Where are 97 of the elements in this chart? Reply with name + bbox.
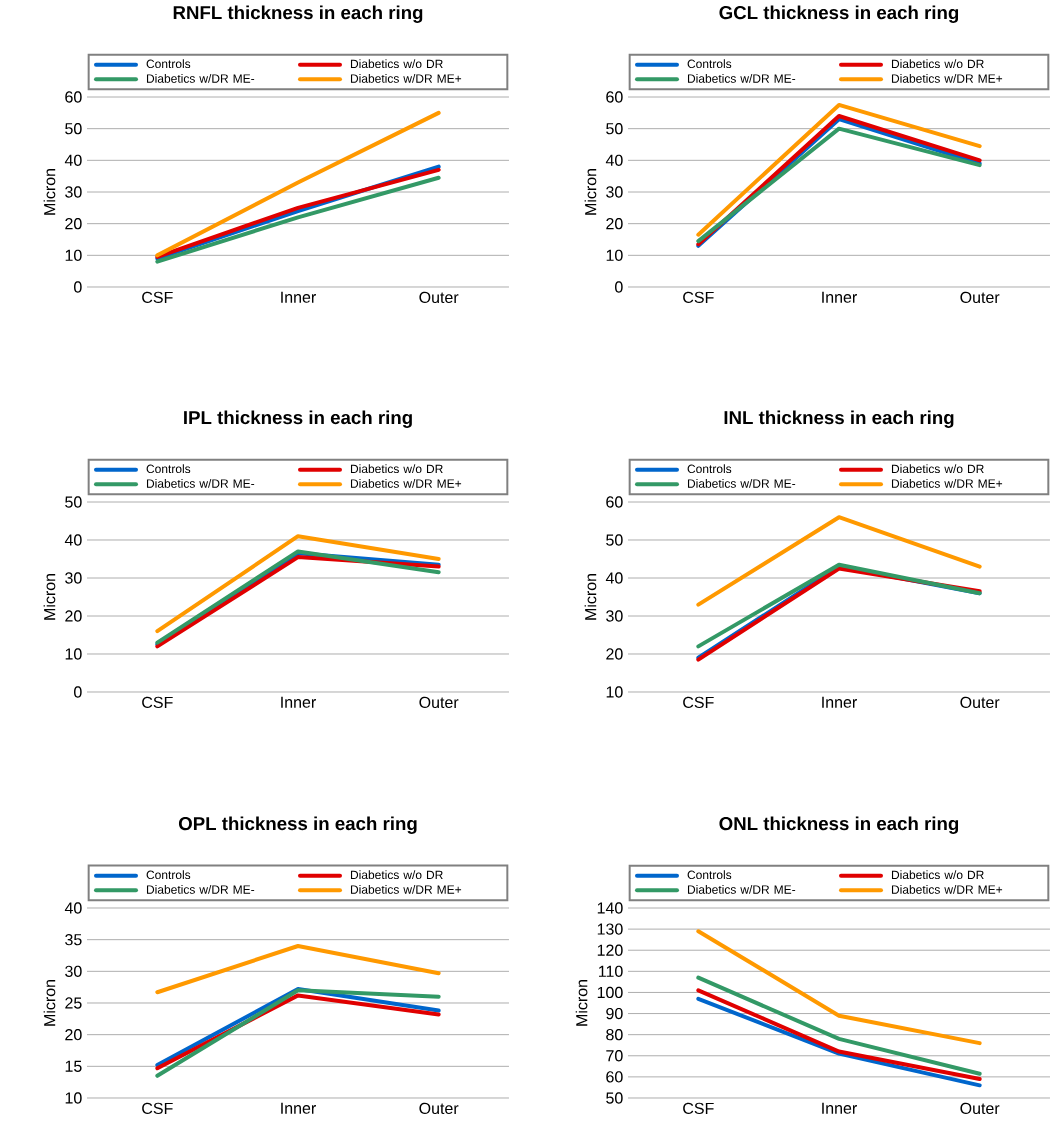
legend-label: Controls: [146, 59, 191, 69]
y-tick-label: 30: [65, 572, 82, 584]
y-axis-title: Micron: [43, 574, 56, 620]
y-tick-label: 0: [74, 281, 82, 293]
x-tick-label: Inner: [822, 696, 857, 708]
legend-label: Controls: [687, 464, 732, 474]
y-tick-label: 40: [64, 902, 82, 914]
y-tick-label: 25: [65, 997, 82, 1009]
x-tick-label: Inner: [281, 696, 316, 708]
y-tick-label: 50: [65, 496, 82, 508]
y-tick-label: 100: [597, 986, 623, 999]
legend-label: Controls: [146, 464, 191, 474]
y-tick-label: 60: [606, 91, 623, 103]
y-tick-label: 30: [65, 186, 82, 198]
y-tick-label: 50: [606, 123, 623, 135]
y-tick-label: 20: [606, 218, 623, 230]
x-tick-label: Outer: [960, 1102, 1000, 1115]
chart-title: GCL thickness in each ring: [719, 5, 959, 23]
y-tick-label: 0: [615, 281, 623, 293]
legend-label: Diabetics w/DR ME+: [350, 478, 462, 488]
y-tick-label: 50: [606, 1092, 623, 1104]
chart-title: OPL thickness in each ring: [178, 816, 417, 834]
y-tick-label: 40: [64, 534, 82, 546]
legend-label: Diabetics w/DR ME+: [350, 884, 462, 894]
y-tick-label: 40: [64, 154, 82, 166]
x-tick-label: Inner: [281, 291, 316, 303]
y-tick-label: 20: [65, 218, 82, 230]
legend-label: Diabetics w/DR ME-: [146, 884, 255, 894]
legend-label: Diabetics w/o DR: [891, 464, 984, 474]
y-axis-title: Micron: [584, 169, 597, 215]
y-axis-title: Micron: [43, 169, 56, 215]
x-tick-label: Inner: [822, 291, 857, 303]
x-tick-label: Outer: [960, 696, 1000, 709]
y-tick-label: 120: [597, 944, 623, 956]
legend-label: Diabetics w/DR ME+: [891, 478, 1003, 488]
y-tick-label: 140: [597, 902, 623, 914]
legend-label: Diabetics w/o DR: [891, 59, 984, 69]
x-tick-label: Outer: [419, 696, 459, 709]
y-tick-label: 20: [606, 648, 623, 660]
x-tick-label: Outer: [419, 291, 459, 304]
y-tick-label: 15: [65, 1060, 82, 1072]
chart-title: ONL thickness in each ring: [719, 816, 959, 834]
y-tick-label: 70: [606, 1050, 623, 1062]
legend-label: Diabetics w/o DR: [350, 870, 443, 880]
y-tick-label: 60: [606, 1071, 623, 1083]
y-tick-label: 10: [65, 1092, 82, 1104]
legend-label: Diabetics w/DR ME-: [146, 73, 255, 83]
x-tick-label: Inner: [281, 1102, 316, 1114]
y-axis-title: Micron: [43, 980, 56, 1026]
legend-label: Diabetics w/DR ME-: [687, 73, 796, 83]
y-tick-label: 30: [606, 610, 623, 622]
y-tick-label: 10: [65, 648, 82, 660]
legend-label: Diabetics w/o DR: [350, 464, 443, 474]
chart-title: INL thickness in each ring: [724, 410, 954, 428]
y-tick-label: 10: [606, 249, 623, 261]
y-axis-title: Micron: [584, 574, 597, 620]
legend-label: Controls: [687, 870, 732, 880]
y-tick-label: 20: [65, 1029, 82, 1041]
x-tick-label: CSF: [683, 696, 714, 709]
legend-label: Diabetics w/DR ME+: [891, 73, 1003, 83]
legend-label: Diabetics w/DR ME+: [350, 73, 462, 83]
y-tick-label: 90: [606, 1007, 623, 1020]
y-tick-label: 30: [606, 186, 623, 198]
legend-label: Diabetics w/DR ME+: [891, 884, 1003, 894]
y-tick-label: 35: [65, 934, 82, 946]
y-tick-label: 80: [606, 1029, 623, 1041]
legend-label: Diabetics w/o DR: [891, 870, 984, 880]
x-tick-label: Inner: [822, 1102, 857, 1114]
x-tick-label: CSF: [142, 291, 173, 304]
legend-label: Diabetics w/DR ME-: [146, 478, 255, 488]
y-tick-label: 40: [605, 572, 623, 584]
y-tick-label: 40: [605, 154, 623, 166]
legend-label: Controls: [687, 59, 732, 69]
x-tick-label: CSF: [142, 1102, 173, 1115]
x-tick-label: Outer: [419, 1102, 459, 1115]
x-tick-label: CSF: [683, 291, 714, 304]
y-tick-label: 10: [65, 249, 82, 261]
y-tick-label: 60: [65, 91, 82, 103]
y-tick-label: 10: [606, 686, 623, 698]
legend-label: Controls: [146, 870, 191, 880]
y-axis-title: Micron: [575, 980, 588, 1026]
y-tick-label: 60: [606, 496, 623, 508]
y-tick-label: 0: [74, 686, 82, 698]
y-tick-label: 20: [65, 610, 82, 622]
legend-label: Diabetics w/DR ME-: [687, 478, 796, 488]
x-tick-label: CSF: [142, 696, 173, 709]
y-tick-label: 30: [65, 965, 82, 977]
chart-title: RNFL thickness in each ring: [173, 5, 423, 23]
y-tick-label: 110: [599, 965, 623, 977]
x-tick-label: Outer: [960, 291, 1000, 304]
y-tick-label: 50: [606, 534, 623, 546]
x-tick-label: CSF: [683, 1102, 714, 1115]
y-tick-label: 50: [65, 123, 82, 135]
chart-title: IPL thickness in each ring: [184, 410, 412, 428]
y-tick-label: 130: [597, 923, 623, 935]
legend-label: Diabetics w/DR ME-: [687, 884, 796, 894]
legend-label: Diabetics w/o DR: [350, 59, 443, 69]
